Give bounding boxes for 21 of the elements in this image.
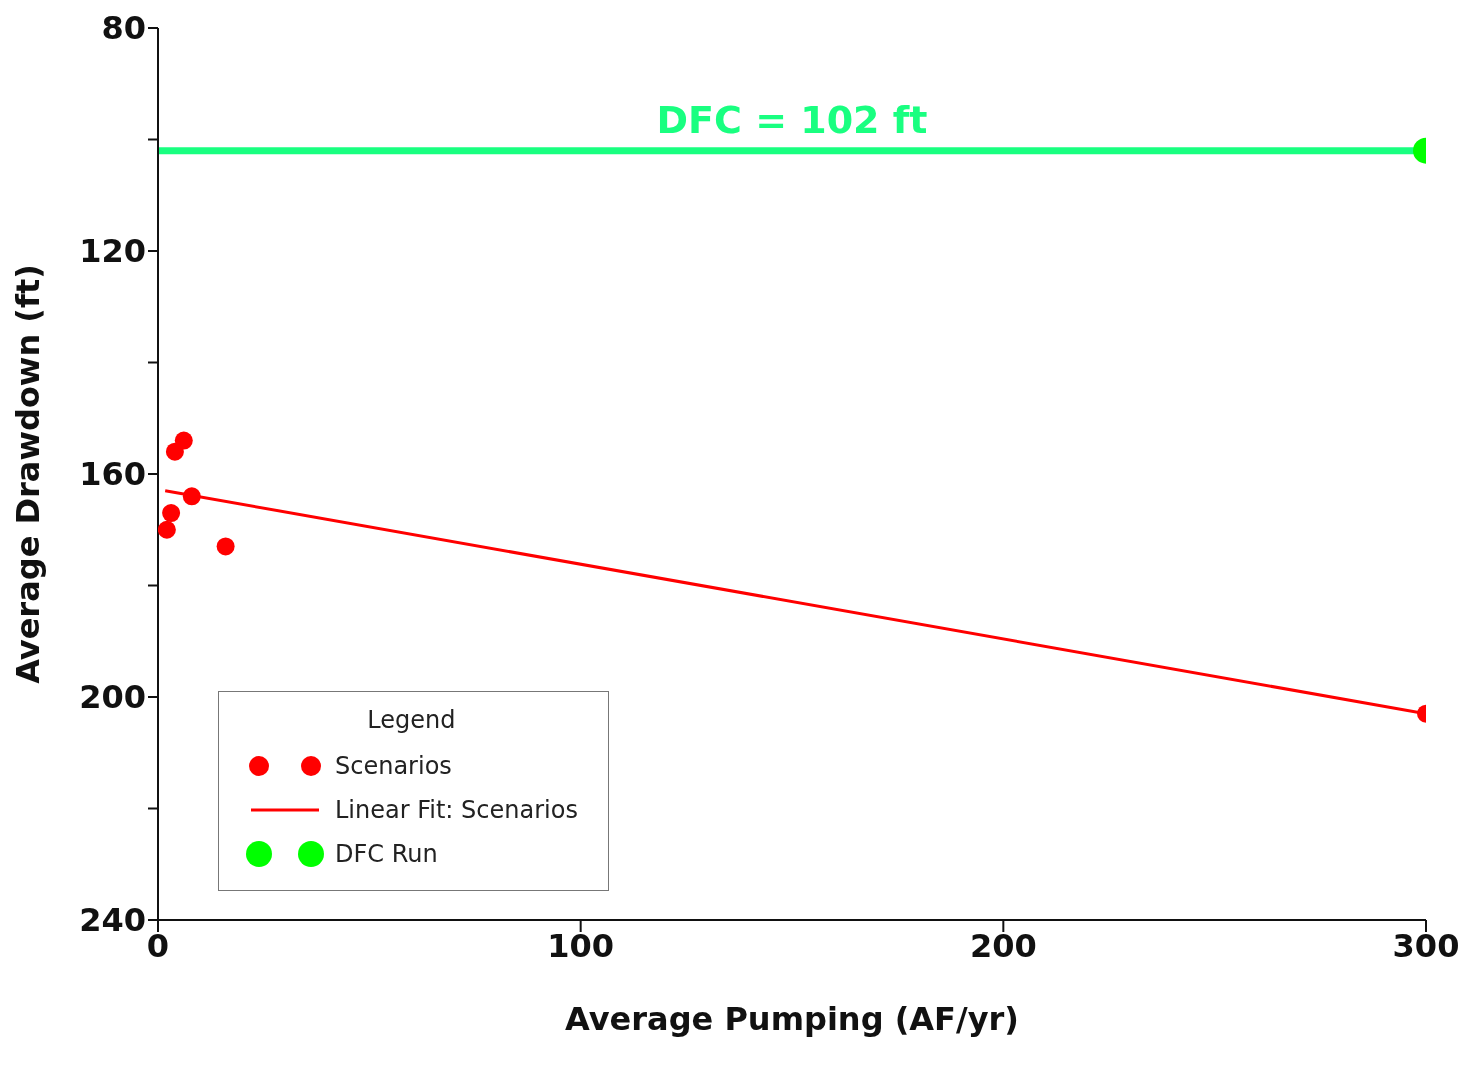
point (216, 537, 235, 556)
point (182, 487, 201, 506)
y-axis-title: Average Drawdown (ft) (9, 264, 48, 684)
point (162, 504, 181, 523)
x-tick-label: 0 (146, 926, 170, 965)
point (174, 431, 193, 450)
y-tick-label: 200 (79, 678, 146, 717)
y-tick-label: 120 (79, 232, 146, 271)
y-tick-label: 80 (101, 9, 146, 48)
x-tick-label: 300 (1392, 926, 1460, 965)
point (158, 520, 176, 539)
x-axis-title: Average Pumping (AF/yr) (565, 1000, 1019, 1038)
x-tick-label: 200 (969, 926, 1037, 965)
legend-label: Scenarios (335, 752, 452, 780)
x-tick-label: 100 (547, 926, 615, 965)
legend-label: Linear Fit: Scenarios (335, 796, 578, 824)
legend-label: DFC Run (335, 840, 438, 868)
y-tick-label: 160 (79, 455, 146, 494)
legend-title: Legend (366, 706, 457, 734)
ref-line-label: DFC = 102 ft (656, 97, 928, 142)
y-tick-label: 240 (79, 901, 146, 940)
